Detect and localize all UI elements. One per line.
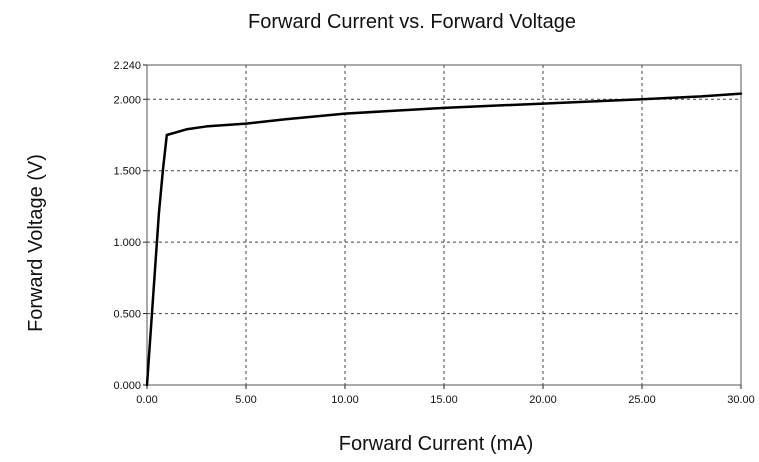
x-tick-label: 10.00	[331, 394, 359, 406]
y-axis-label: Forward Voltage (V)	[25, 154, 47, 332]
x-tick-label: 15.00	[430, 394, 458, 406]
x-tick-label: 20.00	[529, 394, 557, 406]
chart-title: Forward Current vs. Forward Voltage	[248, 11, 576, 33]
x-tick-label: 25.00	[628, 394, 656, 406]
x-tick-label: 30.00	[727, 394, 755, 406]
grid	[147, 64, 741, 385]
y-tick-labels: 0.000 0.500 1.000 1.500 2.000 2.240	[113, 60, 141, 392]
x-tick-labels: 0.00 5.00 10.00 15.00 20.00 25.00 30.00	[136, 394, 754, 406]
x-tick-label: 5.00	[235, 394, 256, 406]
y-tick-label: 2.000	[113, 94, 141, 106]
y-tick-label: 1.500	[113, 166, 141, 178]
y-tick-label: 2.240	[113, 60, 141, 72]
y-tick-label: 1.000	[113, 237, 141, 249]
x-tick-label: 0.00	[136, 394, 157, 406]
x-axis-label: Forward Current (mA)	[339, 433, 533, 455]
series-line-forward-voltage	[145, 92, 743, 387]
y-tick-label: 0.000	[113, 380, 141, 392]
axis-ticks	[143, 64, 742, 389]
y-tick-label: 0.500	[113, 309, 141, 321]
